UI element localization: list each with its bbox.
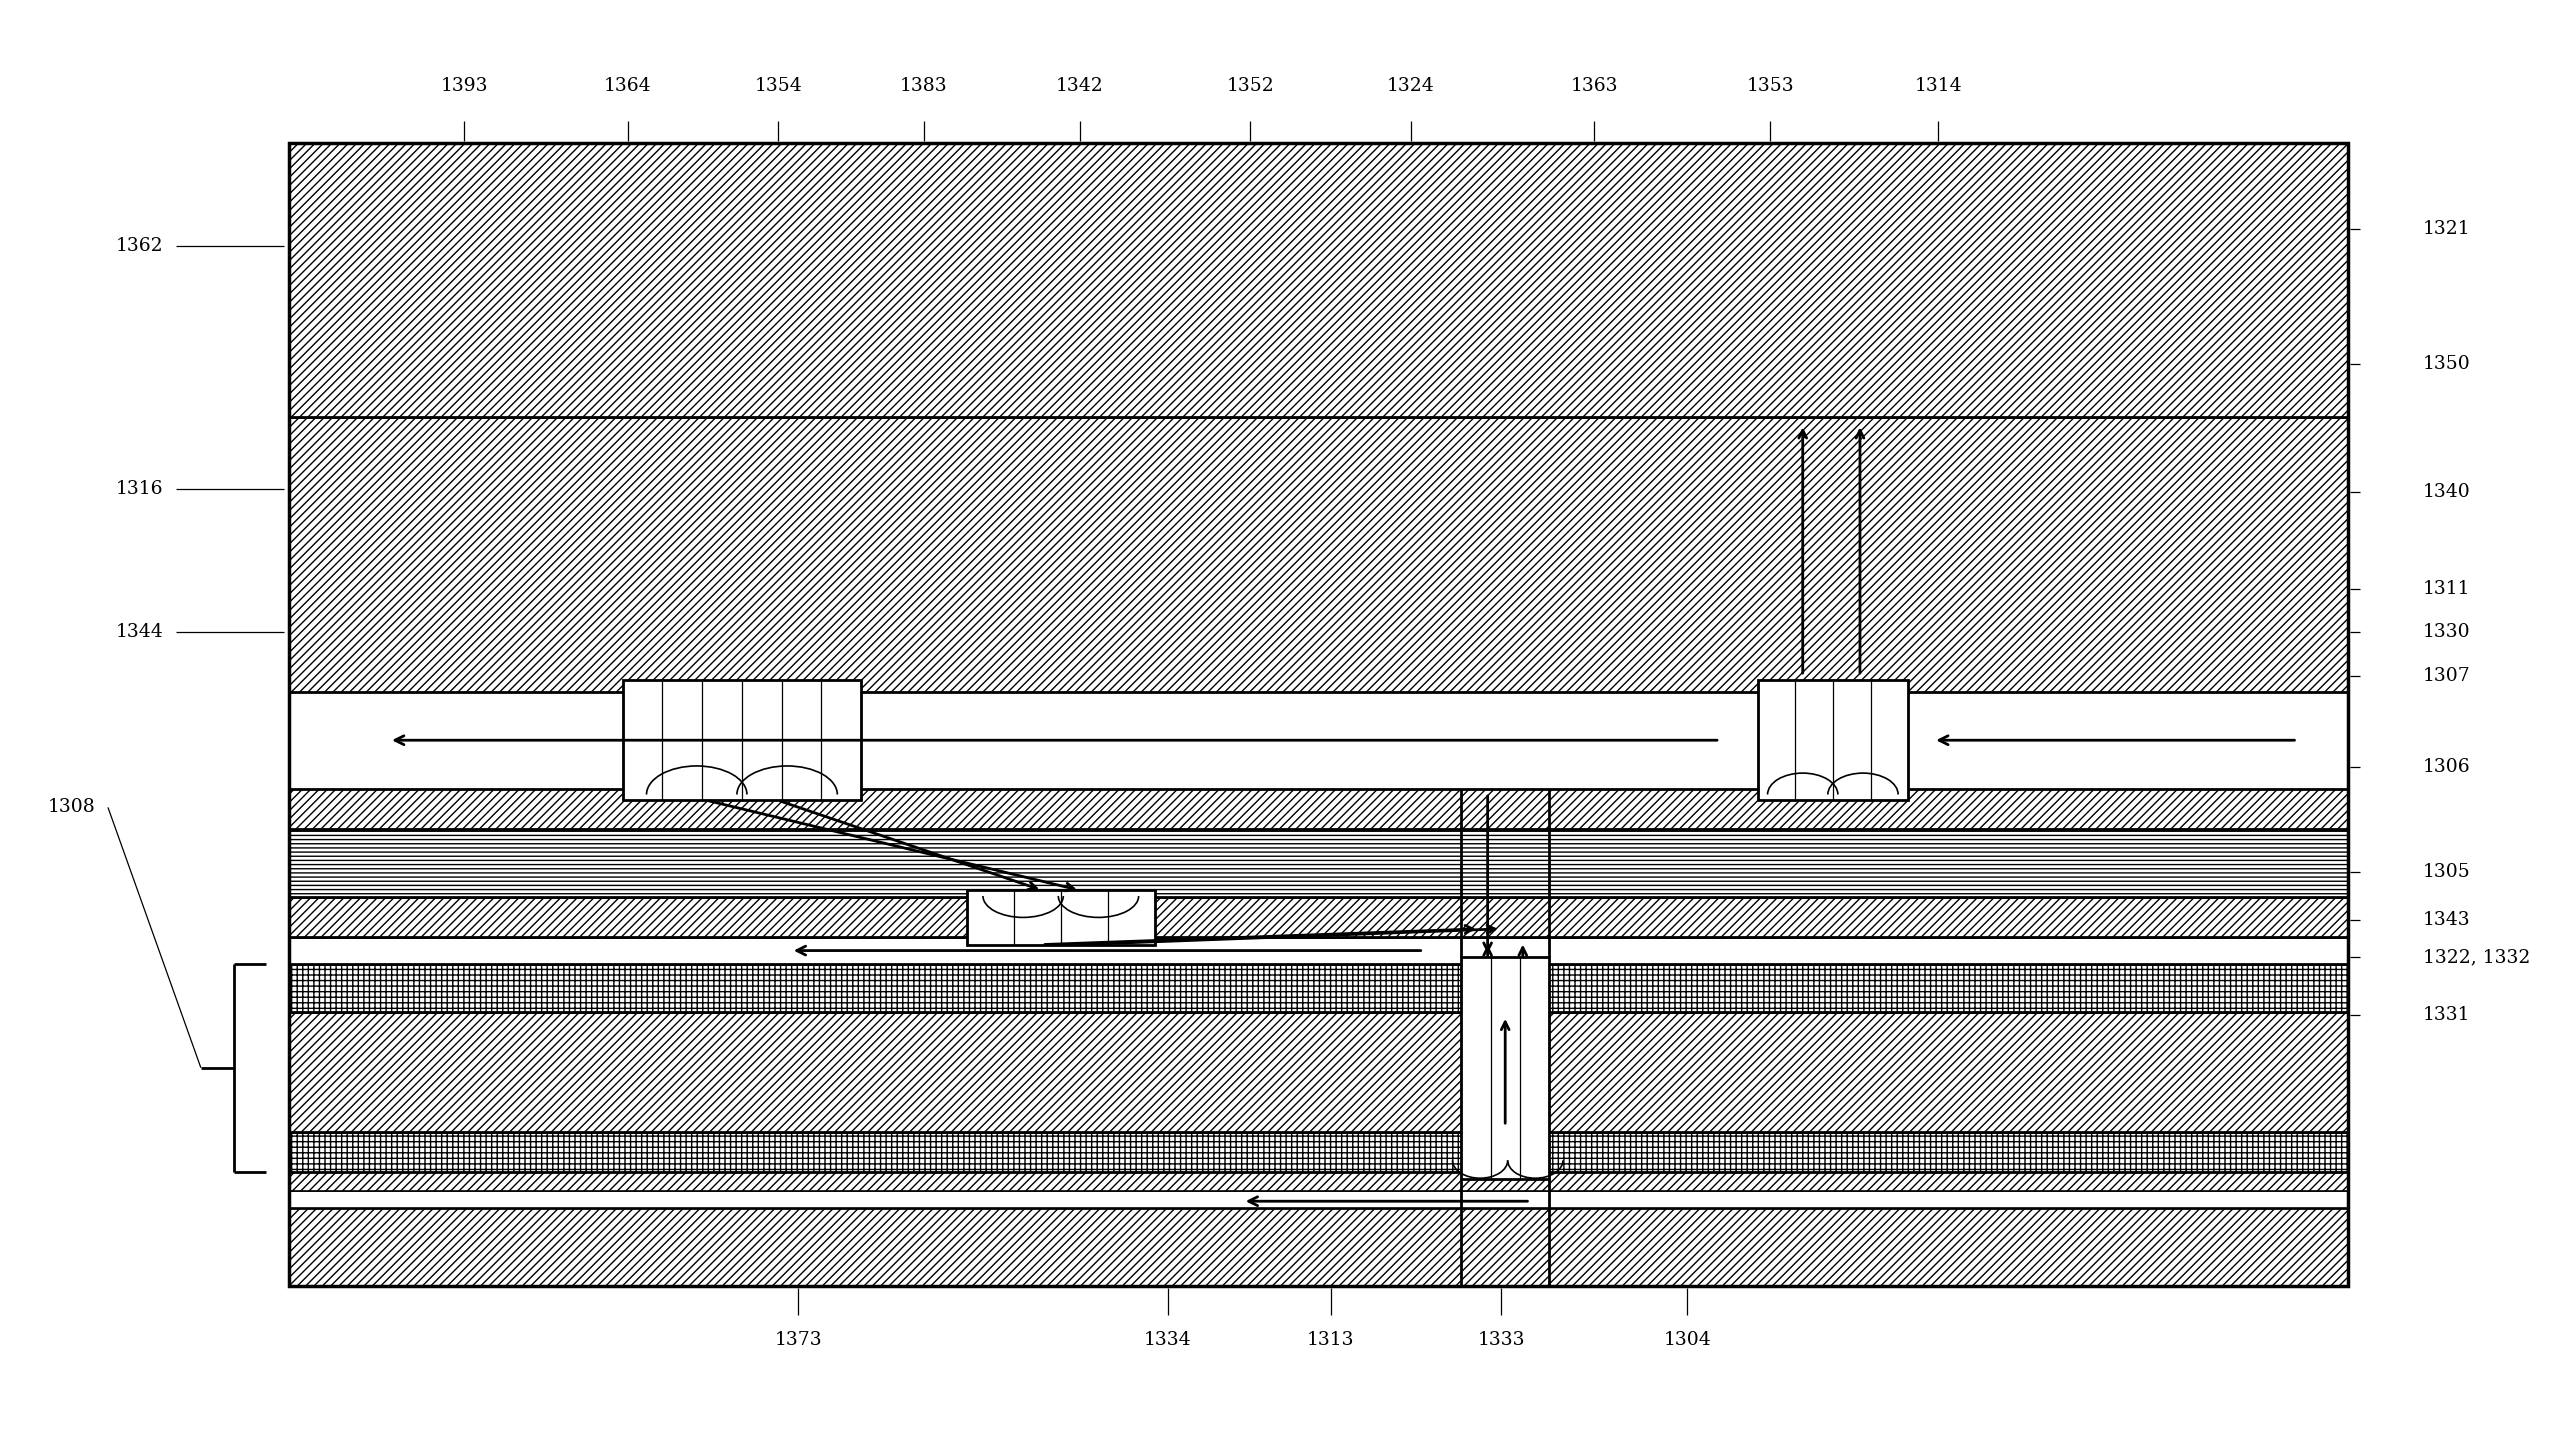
Text: 1322, 1332: 1322, 1332 — [2424, 949, 2531, 966]
Text: 1363: 1363 — [1570, 77, 1619, 94]
Bar — [288, 829, 2348, 897]
Text: 1364: 1364 — [604, 77, 653, 94]
Bar — [288, 143, 2348, 417]
Text: 1311: 1311 — [2424, 580, 2470, 597]
Bar — [288, 692, 2348, 789]
Text: 1342: 1342 — [1055, 77, 1104, 94]
Bar — [288, 143, 2348, 1286]
Text: 1350: 1350 — [2424, 356, 2470, 373]
Text: 1353: 1353 — [1746, 77, 1794, 94]
Bar — [288, 1192, 2348, 1209]
Text: 1362: 1362 — [115, 237, 163, 254]
Text: 1393: 1393 — [441, 77, 489, 94]
Bar — [288, 1012, 2348, 1132]
Bar — [288, 417, 2348, 829]
Bar — [1759, 680, 1909, 800]
Text: 1352: 1352 — [1226, 77, 1274, 94]
Bar — [622, 680, 862, 800]
Text: 1343: 1343 — [2424, 912, 2470, 929]
Text: 1330: 1330 — [2424, 623, 2470, 640]
Text: 1321: 1321 — [2424, 220, 2470, 237]
Text: 1344: 1344 — [115, 623, 163, 640]
Bar — [288, 963, 2348, 1012]
Text: 1307: 1307 — [2424, 667, 2470, 684]
Text: 1331: 1331 — [2424, 1006, 2470, 1023]
Bar — [288, 937, 2348, 963]
Text: 1324: 1324 — [1387, 77, 1435, 94]
Bar — [288, 1132, 2348, 1172]
Text: 1305: 1305 — [2424, 863, 2470, 880]
Bar — [288, 897, 2348, 937]
Bar — [288, 1209, 2348, 1286]
Text: 1334: 1334 — [1145, 1332, 1190, 1349]
Text: 1308: 1308 — [48, 799, 94, 816]
Bar — [1461, 956, 1550, 1179]
Bar — [288, 1172, 2348, 1192]
Bar — [966, 890, 1155, 945]
Text: 1304: 1304 — [1664, 1332, 1710, 1349]
Text: 1373: 1373 — [775, 1332, 823, 1349]
Text: 1313: 1313 — [1308, 1332, 1354, 1349]
Text: 1354: 1354 — [755, 77, 803, 94]
Text: 1306: 1306 — [2424, 759, 2470, 776]
Text: 1333: 1333 — [1478, 1332, 1524, 1349]
Text: 1383: 1383 — [900, 77, 948, 94]
Text: 1316: 1316 — [115, 480, 163, 497]
Text: 1340: 1340 — [2424, 483, 2470, 500]
Text: 1314: 1314 — [1914, 77, 1963, 94]
